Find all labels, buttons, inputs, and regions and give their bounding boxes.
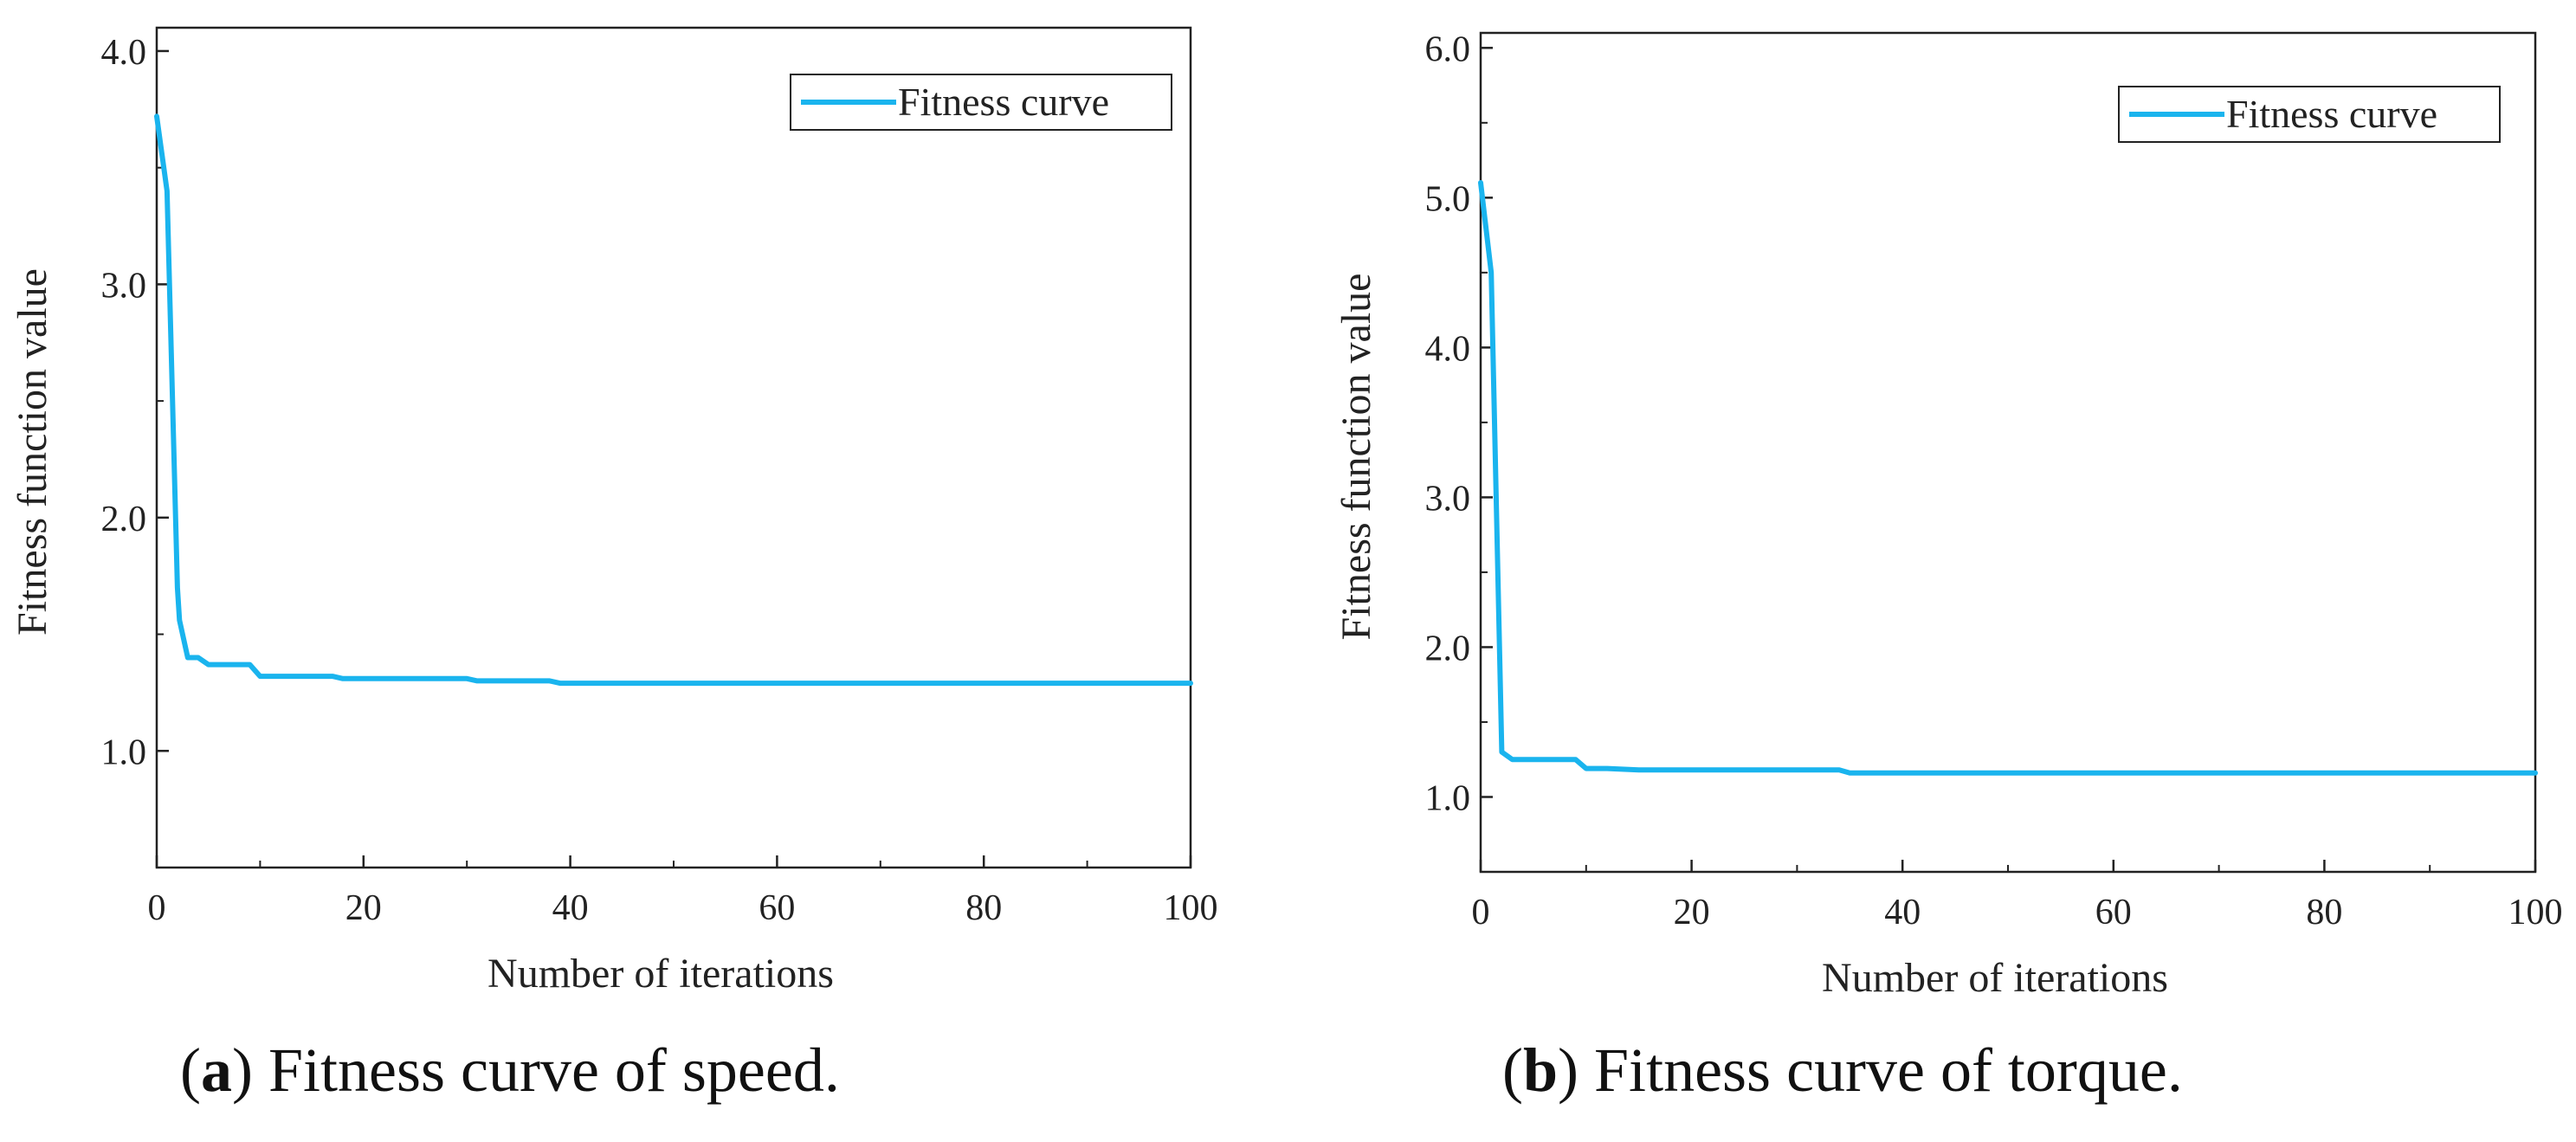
caption-b-text: Fitness curve of torque. bbox=[1594, 1036, 2183, 1105]
x-tick-label-a: 20 bbox=[345, 888, 382, 928]
legend-label-b: Fitness curve bbox=[2226, 92, 2437, 136]
x-tick-label-b: 20 bbox=[1674, 893, 1710, 932]
y-tick-label-a: 2.0 bbox=[101, 500, 147, 539]
y-tick-label-b: 1.0 bbox=[1425, 778, 1471, 818]
y-tick-label-b: 3.0 bbox=[1425, 479, 1471, 519]
series-line-a bbox=[154, 113, 1193, 687]
chart-a: 0 20 40 60 80 100 1.0 2.0 3.0 4.0 Number of iterat… bbox=[10, 26, 1218, 997]
legend-box-a bbox=[790, 74, 1172, 131]
legend-label-a: Fitness curve bbox=[898, 80, 1109, 124]
legend-b: Fitness curve bbox=[2118, 86, 2501, 143]
x-axis-label-b: Number of iterations bbox=[1822, 955, 2168, 1001]
y-tick-label-b: 2.0 bbox=[1425, 629, 1471, 668]
y-axis-label-a: Fitness function value bbox=[10, 268, 55, 636]
y-tick-label-b: 6.0 bbox=[1425, 29, 1471, 69]
caption-b-letter: b bbox=[1522, 1036, 1559, 1105]
x-tick-label-b: 100 bbox=[2508, 893, 2563, 932]
x-tick-label-b: 80 bbox=[2306, 893, 2342, 932]
x-tick-label-a: 80 bbox=[965, 888, 1002, 928]
caption-a-letter: a bbox=[200, 1036, 232, 1105]
x-tick-label-a: 60 bbox=[759, 888, 795, 928]
y-tick-label-b: 5.0 bbox=[1425, 179, 1471, 219]
y-tick-label-b: 4.0 bbox=[1425, 329, 1471, 369]
caption-b: (b) Fitness curve of torque. bbox=[1502, 1036, 2183, 1105]
y-tick-label-a: 3.0 bbox=[101, 266, 147, 306]
caption-a-text: Fitness curve of speed. bbox=[268, 1036, 840, 1105]
legend-a: Fitness curve bbox=[790, 74, 1172, 131]
y-tick-label-a: 4.0 bbox=[101, 33, 147, 73]
chart-b: 0 20 40 60 80 100 1.0 2.0 3.0 4.0 5.0 6.0 Number of … bbox=[1333, 29, 2563, 1001]
y-tick-label-a: 1.0 bbox=[101, 732, 147, 772]
x-tick-label-a: 40 bbox=[552, 888, 589, 928]
x-axis-label-a: Number of iterations bbox=[487, 951, 834, 997]
y-axis-label-b: Fitness function value bbox=[1333, 274, 1379, 641]
caption-a: (a) Fitness curve of speed. bbox=[180, 1036, 840, 1105]
x-tick-label-b: 0 bbox=[1472, 893, 1490, 932]
plot-frame-a bbox=[155, 26, 1192, 869]
x-tick-label-b: 40 bbox=[1884, 893, 1921, 932]
plot-frame-b bbox=[1479, 31, 2537, 874]
x-tick-label-a: 0 bbox=[148, 888, 166, 928]
x-tick-label-b: 60 bbox=[2095, 893, 2132, 932]
x-tick-label-a: 100 bbox=[1164, 888, 1218, 928]
series-line-b bbox=[1478, 180, 2538, 776]
